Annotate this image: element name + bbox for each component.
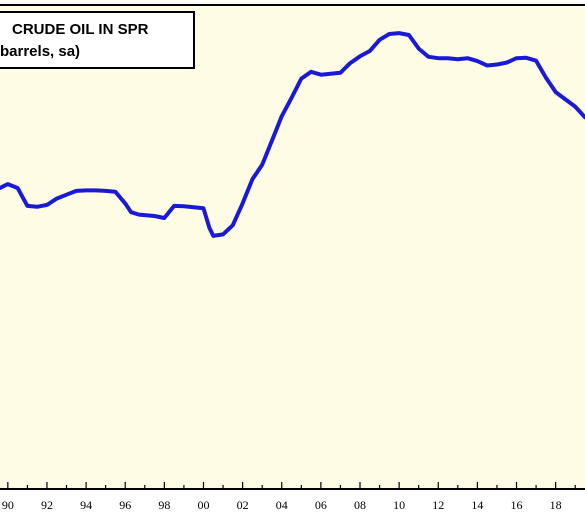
x-tick-label: 18 [550, 498, 562, 512]
x-tick-label: 02 [237, 498, 249, 512]
x-tick-label: 00 [197, 498, 209, 512]
series-line-spr [0, 31, 585, 238]
plot-background [0, 5, 585, 489]
x-tick-label: 92 [41, 498, 53, 512]
legend-title-line-2: barrels, sa) [0, 43, 80, 60]
x-tick-label: 94 [80, 498, 92, 512]
x-tick-label: 04 [276, 498, 288, 512]
x-tick-label: 98 [158, 498, 170, 512]
x-axis-tick-labels: 90 92 94 96 98 00 02 04 06 08 10 12 14 16 18 [2, 498, 562, 512]
x-tick-label: 12 [432, 498, 444, 512]
legend-box: CRUDE OIL IN SPR barrels, sa) [0, 11, 195, 69]
legend-title-line-1: CRUDE OIL IN SPR [12, 21, 149, 38]
x-tick-label: 16 [511, 498, 523, 512]
x-axis-ticks [7, 482, 576, 489]
x-tick-label: 96 [119, 498, 131, 512]
x-tick-label: 90 [2, 498, 14, 512]
legend-frame [0, 11, 195, 69]
x-tick-label: 08 [354, 498, 366, 512]
x-tick-label: 06 [315, 498, 327, 512]
x-tick-label: 14 [471, 498, 483, 512]
x-tick-label: 10 [393, 498, 405, 512]
